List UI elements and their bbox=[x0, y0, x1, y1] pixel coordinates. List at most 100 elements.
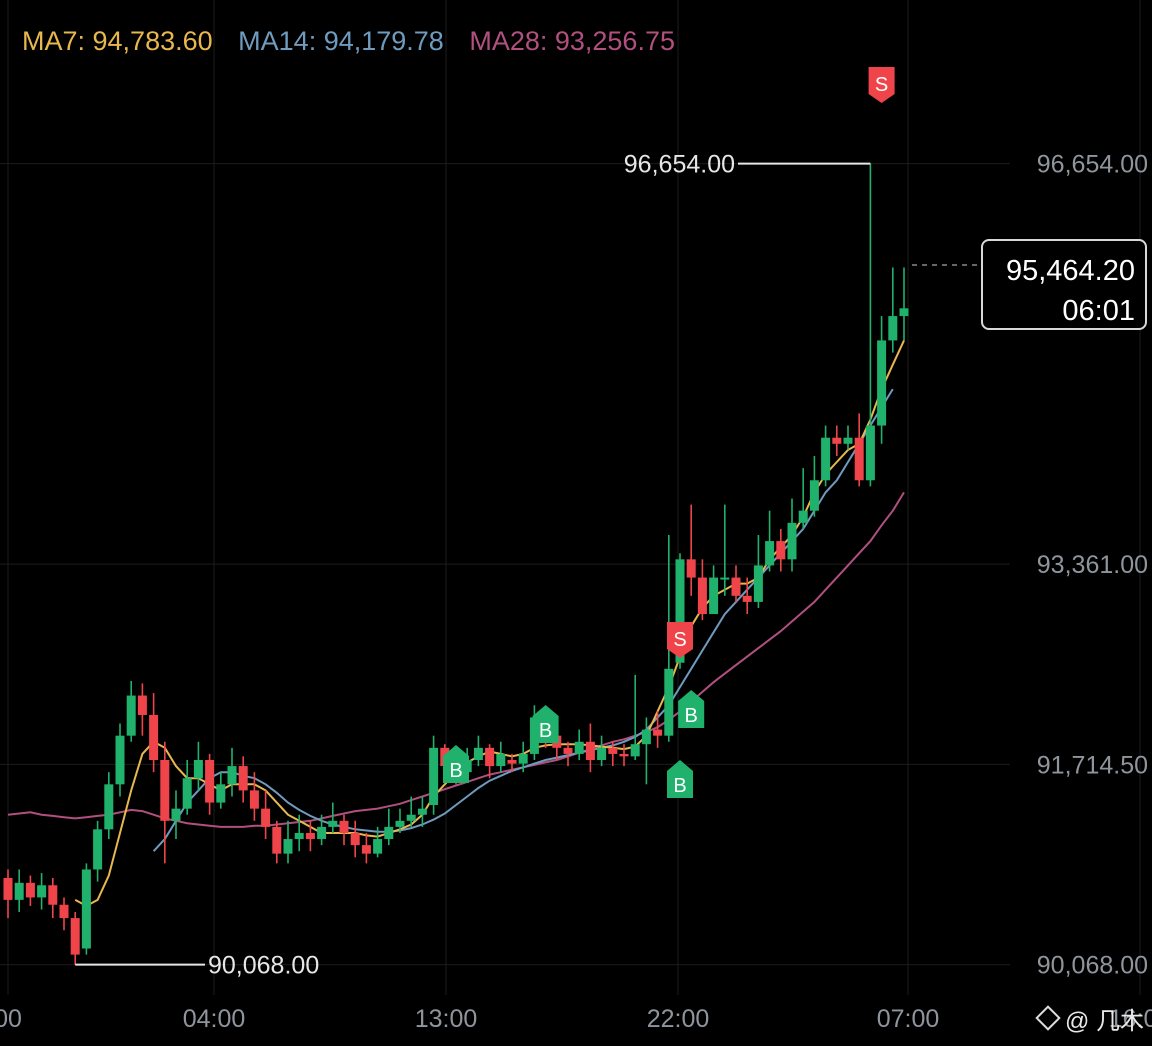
ma7-label: MA7: 94,783.60 bbox=[22, 26, 213, 56]
candle bbox=[843, 425, 853, 450]
candle bbox=[104, 772, 114, 840]
marker-label: B bbox=[449, 760, 462, 782]
candle-body bbox=[70, 918, 80, 955]
buy-marker-shape bbox=[532, 705, 559, 743]
candle-body bbox=[675, 559, 685, 663]
candle bbox=[272, 820, 282, 864]
candle-body bbox=[854, 437, 864, 481]
buy-marker-shape bbox=[667, 760, 693, 798]
candle-body bbox=[821, 437, 831, 481]
candle-body bbox=[630, 744, 640, 757]
buy-marker: B bbox=[678, 690, 705, 728]
candle-body bbox=[272, 826, 282, 854]
candle-body bbox=[686, 559, 696, 578]
candle-body bbox=[339, 820, 349, 833]
sell-marker-shape bbox=[868, 67, 895, 103]
candle-body bbox=[395, 820, 405, 827]
candle bbox=[865, 163, 875, 487]
candle-body bbox=[384, 826, 394, 840]
candle-body bbox=[585, 741, 595, 760]
candle bbox=[809, 455, 819, 517]
candle bbox=[832, 425, 842, 456]
candle-body bbox=[619, 753, 629, 757]
current-price: 95,464.20 bbox=[1005, 255, 1135, 287]
candle-body bbox=[641, 729, 651, 745]
candle bbox=[406, 796, 416, 827]
candle bbox=[126, 680, 136, 742]
candle bbox=[473, 735, 483, 767]
candle bbox=[317, 814, 327, 846]
sell-marker-shape bbox=[667, 622, 693, 658]
candle-body bbox=[373, 839, 383, 854]
candle bbox=[496, 741, 506, 773]
candle bbox=[227, 747, 237, 797]
candle-body bbox=[720, 577, 730, 580]
candle-body bbox=[709, 577, 719, 615]
candle bbox=[563, 741, 573, 767]
candle-body bbox=[193, 760, 203, 779]
candle-body bbox=[496, 753, 506, 767]
candle-body bbox=[59, 904, 69, 919]
sell-marker: S bbox=[667, 622, 693, 658]
ma28-label: MA28: 93,256.75 bbox=[469, 26, 675, 56]
candle bbox=[238, 756, 248, 803]
candle bbox=[149, 693, 159, 773]
ma-legend: MA7: 94,783.60 MA14: 94,179.78 MA28: 93,… bbox=[22, 26, 693, 57]
candle-body bbox=[518, 753, 528, 764]
marker-label: B bbox=[673, 775, 686, 797]
candle bbox=[507, 753, 517, 773]
candle bbox=[630, 674, 640, 760]
candle-body bbox=[653, 729, 663, 736]
candle bbox=[653, 711, 663, 748]
low-label: 90,068.00 bbox=[208, 952, 319, 980]
binance-logo-icon bbox=[1035, 1005, 1061, 1031]
buy-marker-shape bbox=[678, 690, 705, 728]
candle-body bbox=[305, 832, 315, 840]
candle-body bbox=[160, 760, 170, 821]
candle bbox=[686, 504, 696, 596]
candle bbox=[205, 753, 215, 815]
candle bbox=[798, 468, 808, 529]
candle-body bbox=[832, 437, 842, 444]
sell-marker: S bbox=[868, 67, 895, 103]
candle-body bbox=[361, 845, 371, 854]
candle-body bbox=[563, 747, 573, 754]
candle bbox=[854, 413, 864, 487]
candle-body bbox=[742, 595, 752, 602]
candle-body bbox=[93, 829, 103, 870]
candle bbox=[361, 832, 371, 864]
candle-body bbox=[238, 766, 248, 791]
candle-body bbox=[597, 747, 607, 760]
candle-body bbox=[137, 695, 147, 715]
candle-body bbox=[328, 820, 338, 827]
candle bbox=[776, 528, 786, 572]
candle-body bbox=[249, 790, 259, 809]
candle bbox=[182, 760, 192, 815]
candle bbox=[48, 877, 58, 919]
candle-body bbox=[731, 577, 741, 596]
candle bbox=[261, 790, 271, 840]
candle bbox=[70, 912, 80, 965]
candle bbox=[742, 577, 752, 615]
candle-countdown: 06:01 bbox=[1062, 295, 1135, 327]
candle-body bbox=[574, 741, 584, 754]
candle-body bbox=[753, 565, 763, 602]
candle-body bbox=[865, 425, 875, 481]
candle-body bbox=[406, 814, 416, 821]
candle bbox=[429, 735, 439, 815]
candle-body bbox=[294, 832, 304, 840]
watermark-text: @ 几木 bbox=[1064, 1008, 1144, 1035]
candle bbox=[93, 820, 103, 882]
candle-body bbox=[429, 747, 439, 805]
current-price-box: 95,464.20 06:01 bbox=[981, 239, 1147, 330]
candle-body bbox=[798, 510, 808, 523]
candle bbox=[171, 790, 181, 840]
candle bbox=[350, 820, 360, 858]
candle bbox=[160, 741, 170, 864]
candle bbox=[14, 869, 24, 913]
candle bbox=[731, 565, 741, 602]
candle-body bbox=[776, 541, 786, 560]
candle-body bbox=[888, 316, 898, 341]
candle-body bbox=[216, 784, 226, 803]
